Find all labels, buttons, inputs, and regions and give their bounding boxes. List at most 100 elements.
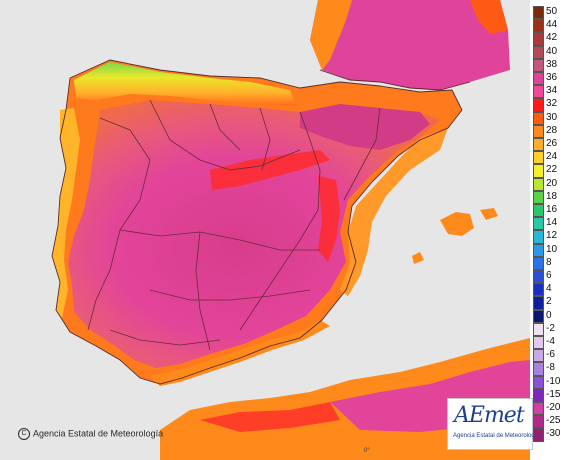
- legend-swatch: [533, 58, 544, 72]
- legend-swatch: [533, 349, 544, 363]
- france-region: [310, 0, 510, 90]
- corner-mark: 0°: [364, 448, 370, 454]
- mediterranean-coast-mild: [340, 128, 448, 296]
- legend-entry: 30: [533, 111, 580, 125]
- region-borders: [87, 99, 381, 351]
- aemet-logo: AEmet Agencia Estatal de Meteorología: [447, 398, 540, 450]
- legend-label: 34: [546, 85, 558, 97]
- menorca: [480, 208, 498, 220]
- ibiza: [412, 252, 424, 264]
- legend-label: 36: [546, 72, 558, 83]
- legend-label: 4: [546, 283, 552, 295]
- legend-swatch: [533, 177, 544, 191]
- legend-entry: 36: [533, 72, 580, 86]
- legend-label: 18: [546, 190, 558, 202]
- legend-label: -25: [546, 415, 561, 427]
- map-canvas: [0, 0, 530, 460]
- legend-label: -15: [546, 388, 561, 400]
- legend-label: 8: [546, 256, 552, 268]
- ebro-valley-hot: [300, 104, 430, 150]
- legend-entry: 22: [533, 164, 580, 178]
- eastern-red-band: [318, 176, 340, 262]
- logo-wordmark: AEmet: [454, 403, 525, 428]
- legend-label: 12: [546, 230, 558, 242]
- legend-entry: 24: [533, 151, 580, 165]
- legend-entry: 14: [533, 217, 580, 231]
- legend-entry: 38: [533, 58, 580, 72]
- legend-entry: 0: [533, 309, 580, 323]
- legend-label: 30: [546, 111, 558, 123]
- legend-entry: 12: [533, 230, 580, 244]
- legend-swatch: [533, 402, 544, 416]
- cantabrian-coast-cool: [74, 62, 296, 106]
- legend-swatch: [533, 204, 544, 218]
- interior-hot-region: [68, 100, 440, 368]
- copyright-icon: C: [18, 428, 30, 440]
- legend-entry: 40: [533, 45, 580, 59]
- legend-swatch: [533, 322, 544, 336]
- legend-swatch: [533, 230, 544, 244]
- legend-swatch: [533, 428, 544, 442]
- legend-swatch: [533, 336, 544, 350]
- legend-swatch: [533, 111, 544, 125]
- legend-entry: -20: [533, 402, 580, 416]
- attribution-label: Agencia Estatal de Meteorología: [33, 428, 164, 439]
- legend-swatch: [533, 243, 544, 257]
- legend-label: -2: [546, 322, 555, 334]
- south-coast-mild: [150, 320, 330, 386]
- legend-swatch: [533, 138, 544, 152]
- legend-label: 42: [546, 32, 558, 44]
- legend-label: 14: [546, 217, 558, 229]
- legend-label: 24: [546, 151, 558, 163]
- legend-label: 22: [546, 164, 558, 176]
- legend-entry: -10: [533, 375, 580, 389]
- temperature-legend: 50 44 42 40 38 36 34 32 30 28 26 24 22 20 18 16 14 12 10 8 6…: [533, 6, 580, 446]
- north-africa-red: [200, 402, 340, 432]
- legend-entry: -25: [533, 415, 580, 429]
- legend-swatch: [533, 98, 544, 112]
- legend-entry: 6: [533, 270, 580, 284]
- legend-swatch: [533, 362, 544, 376]
- temperature-map: [0, 0, 530, 460]
- france-west-coast: [310, 0, 352, 70]
- legend-swatch: [533, 388, 544, 402]
- legend-label: 44: [546, 19, 558, 31]
- legend-swatch: [533, 415, 544, 429]
- legend-swatch: [533, 256, 544, 270]
- legend-swatch: [533, 19, 544, 33]
- legend-label: 40: [546, 45, 558, 57]
- legend-entry: 34: [533, 85, 580, 99]
- legend-entry: 4: [533, 283, 580, 297]
- legend-swatch: [533, 124, 544, 138]
- legend-label: -4: [546, 336, 555, 347]
- france-east-edge: [470, 0, 508, 34]
- legend-label: 2: [546, 296, 552, 308]
- legend-swatch: [533, 164, 544, 178]
- legend-label: 50: [546, 6, 558, 17]
- legend-swatch: [533, 85, 544, 99]
- legend-entry: -2: [533, 322, 580, 336]
- legend-entry: 44: [533, 19, 580, 33]
- legend-label: 28: [546, 124, 558, 136]
- legend-entry: 18: [533, 190, 580, 204]
- legend-label: 38: [546, 58, 558, 70]
- legend-label: 10: [546, 243, 558, 255]
- legend-label: 16: [546, 204, 558, 215]
- legend-swatch: [533, 151, 544, 165]
- legend-swatch: [533, 270, 544, 284]
- attribution-text: C Agencia Estatal de Meteorología: [18, 428, 163, 440]
- legend-entry: 16: [533, 204, 580, 218]
- legend-entry: 26: [533, 138, 580, 152]
- legend-entry: -6: [533, 349, 580, 363]
- legend-label: -6: [546, 349, 555, 361]
- legend-swatch: [533, 72, 544, 86]
- legend-label: 32: [546, 98, 558, 110]
- mallorca: [440, 212, 474, 236]
- central-red-band: [210, 150, 330, 190]
- legend-entry: 28: [533, 124, 580, 138]
- legend-label: 6: [546, 270, 552, 281]
- legend-label: -10: [546, 375, 561, 387]
- legend-label: -8: [546, 362, 555, 374]
- legend-label: -20: [546, 402, 561, 413]
- legend-entry: 2: [533, 296, 580, 310]
